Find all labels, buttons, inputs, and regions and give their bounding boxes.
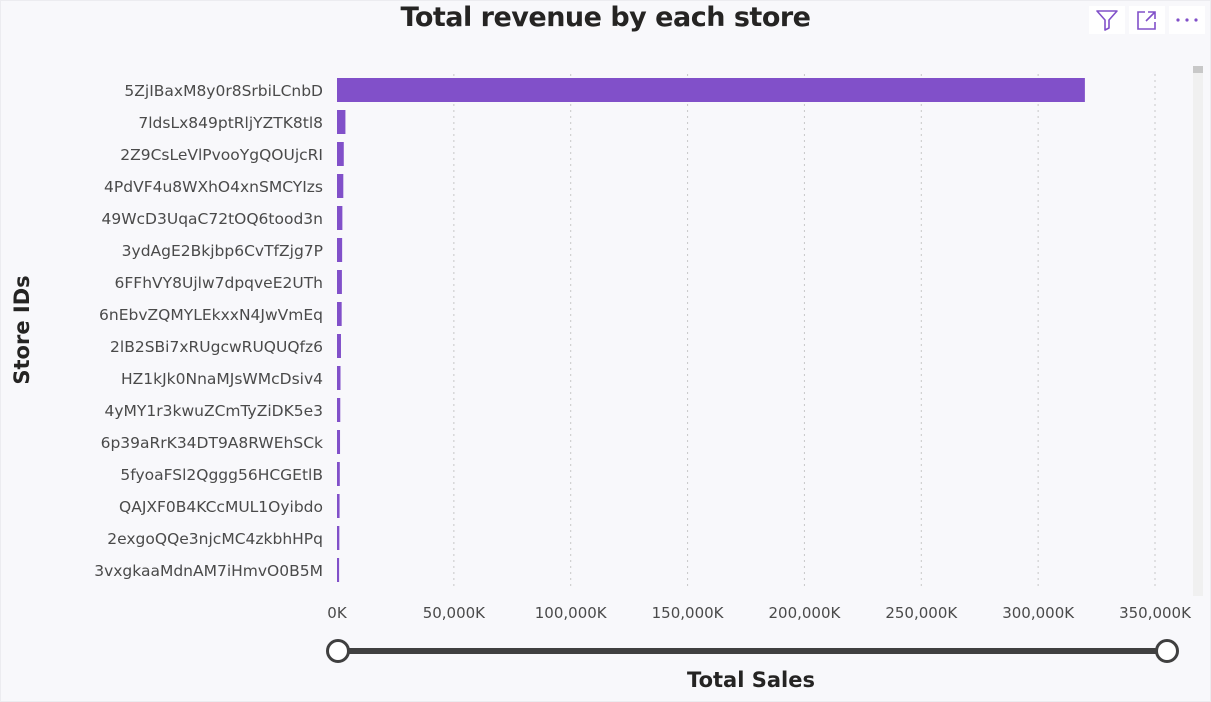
bar[interactable]: [337, 206, 343, 230]
y-tick-label: QAJXF0B4KCcMUL1Oyibdo: [119, 498, 323, 516]
y-tick-label: 5fyoaFSl2Qggg56HCGEtlB: [120, 466, 323, 484]
scrollbar-thumb[interactable]: [1193, 66, 1203, 73]
y-tick-label: 6FFhVY8Ujlw7dpqveE2UTh: [115, 274, 323, 292]
zoom-slider-track[interactable]: [337, 648, 1167, 654]
x-tick-label: 250,000K: [885, 604, 958, 622]
x-tick-label: 50,000K: [423, 604, 486, 622]
bar[interactable]: [337, 110, 346, 134]
vertical-scrollbar[interactable]: [1193, 66, 1203, 596]
bar[interactable]: [337, 558, 340, 582]
bar[interactable]: [337, 398, 341, 422]
bar[interactable]: [337, 142, 344, 166]
y-tick-label: 3ydAgE2Bkjbp6CvTfZjg7P: [122, 242, 323, 260]
chart-title: Total revenue by each store: [400, 2, 812, 33]
more-options-button[interactable]: [1169, 6, 1205, 34]
bar[interactable]: [337, 526, 340, 550]
bar[interactable]: [337, 270, 342, 294]
zoom-slider-start-handle[interactable]: [326, 639, 350, 663]
y-tick-label: 49WcD3UqaC72tOQ6tood3n: [101, 210, 323, 228]
y-tick-label: 3vxgkaaMdnAM7iHmvO0B5M: [94, 562, 323, 580]
bar[interactable]: [337, 174, 344, 198]
filter-icon: [1096, 10, 1118, 31]
bar[interactable]: [337, 302, 342, 326]
bar[interactable]: [337, 334, 341, 358]
x-tick-label: 0K: [327, 604, 348, 622]
y-tick-label: 5ZjIBaxM8y0r8SrbiLCnbD: [124, 82, 323, 100]
y-tick-label: 4yMY1r3kwuZCmTyZiDK5e3: [105, 402, 324, 420]
bar[interactable]: [337, 78, 1085, 102]
y-tick-label: 2Z9CsLeVlPvooYgQOUjcRI: [120, 146, 323, 164]
y-tick-label: 2lB2SBi7xRUgcwRUQUQfz6: [110, 338, 323, 356]
bar[interactable]: [337, 430, 341, 454]
y-tick-label: 6p39aRrK34DT9A8RWEhSCk: [101, 434, 323, 452]
x-tick-label: 300,000K: [1002, 604, 1075, 622]
focus-mode-button[interactable]: [1129, 6, 1165, 34]
y-tick-label: 6nEbvZQMYLEkxxN4JwVmEq: [99, 306, 323, 324]
bar[interactable]: [337, 462, 340, 486]
bar[interactable]: [337, 494, 340, 518]
more-options-icon: [1176, 18, 1198, 22]
filter-button[interactable]: [1089, 6, 1125, 34]
y-tick-label: 2exgoQQe3njcMC4zkbhHPq: [107, 530, 323, 548]
x-axis-title: Total Sales: [687, 668, 815, 692]
x-tick-label: 100,000K: [535, 604, 608, 622]
y-tick-label: HZ1kJk0NnaMJsWMcDsiv4: [121, 370, 323, 388]
x-tick-label: 200,000K: [768, 604, 841, 622]
x-tick-label: 150,000K: [652, 604, 725, 622]
focus-mode-icon: [1137, 11, 1156, 30]
y-tick-label: 7ldsLx849ptRljYZTK8tl8: [138, 114, 323, 132]
zoom-slider-end-handle[interactable]: [1155, 639, 1179, 663]
bar[interactable]: [337, 238, 343, 262]
y-tick-label: 4PdVF4u8WXhO4xnSMCYIzs: [104, 178, 323, 196]
bar[interactable]: [337, 366, 341, 390]
visual-header-toolbar: [1089, 6, 1205, 34]
x-tick-label: 350,000K: [1119, 604, 1192, 622]
